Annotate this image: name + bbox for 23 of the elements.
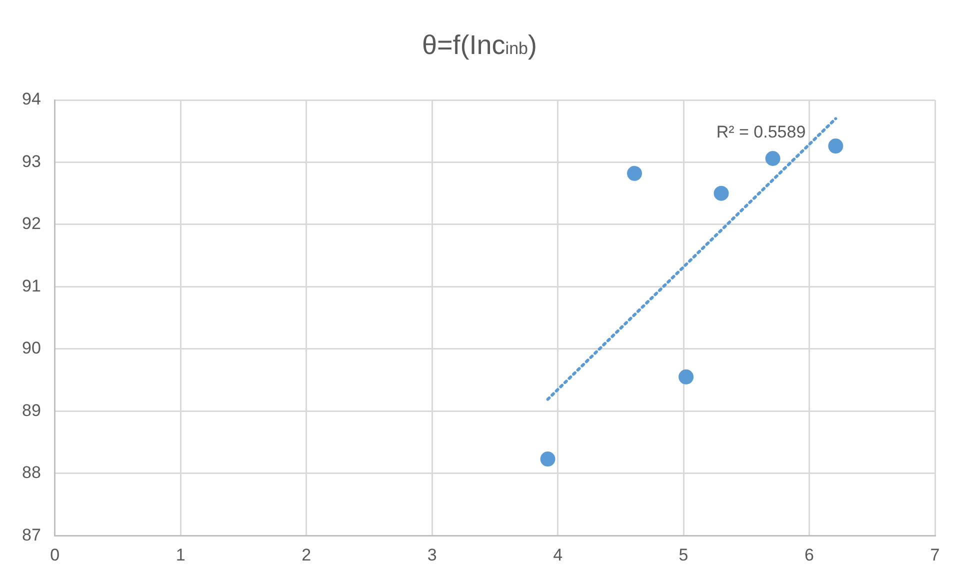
x-tick-label: 4 (553, 545, 563, 564)
x-tick-label: 7 (930, 545, 940, 564)
point (828, 138, 844, 154)
y-tick-label: 91 (22, 276, 41, 296)
x-tick-label: 3 (427, 545, 437, 564)
x-tick-label: 5 (678, 545, 688, 564)
x-tick-label: 2 (302, 545, 312, 564)
y-tick-label: 94 (22, 90, 41, 109)
y-tick-label: 88 (22, 463, 41, 482)
y-tick-label: 87 (22, 525, 41, 544)
x-tick-label: 6 (804, 545, 814, 564)
x-tick-label: 0 (50, 545, 60, 564)
point (540, 452, 556, 467)
y-tick-label: 89 (22, 400, 41, 420)
point (765, 150, 780, 166)
annotation: R² = 0.5589 (716, 122, 806, 142)
y-tick-label: 92 (22, 214, 41, 234)
y-tick-label: 93 (22, 152, 41, 171)
point (714, 186, 729, 201)
y-tick-label: 90 (22, 338, 41, 358)
x-tick-label: 1 (176, 545, 186, 564)
point (627, 166, 642, 181)
point (678, 369, 694, 384)
